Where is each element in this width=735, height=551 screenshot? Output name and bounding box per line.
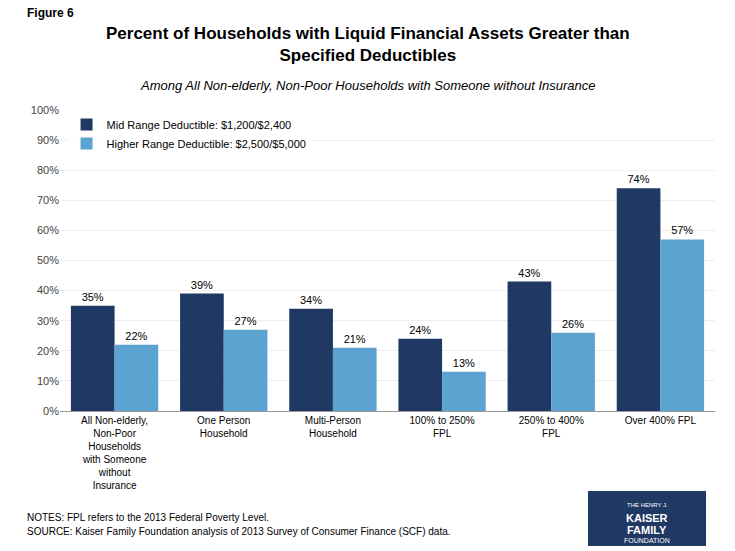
svg-text:NOTES: FPL refers to the 2013: NOTES: FPL refers to the 2013 Federal Po… bbox=[27, 512, 269, 523]
svg-text:Multi-PersonHousehold: Multi-PersonHousehold bbox=[305, 415, 361, 439]
svg-text:57%: 57% bbox=[671, 224, 693, 236]
svg-text:39%: 39% bbox=[191, 279, 213, 291]
svg-text:250% to 400%FPL: 250% to 400%FPL bbox=[519, 415, 584, 439]
svg-text:30%: 30% bbox=[37, 315, 59, 327]
svg-text:Percent of Households with Liq: Percent of Households with Liquid Financ… bbox=[106, 24, 630, 65]
svg-text:70%: 70% bbox=[37, 194, 59, 206]
svg-text:FOUNDATION: FOUNDATION bbox=[624, 537, 670, 544]
svg-text:Over 400% FPL: Over 400% FPL bbox=[625, 415, 697, 426]
svg-text:One PersonHousehold: One PersonHousehold bbox=[197, 415, 250, 439]
svg-text:10%: 10% bbox=[37, 375, 59, 387]
svg-text:20%: 20% bbox=[37, 345, 59, 357]
svg-text:22%: 22% bbox=[125, 330, 147, 342]
svg-text:Higher Range Deductible: $2,50: Higher Range Deductible: $2,500/$5,000 bbox=[107, 138, 306, 150]
svg-text:80%: 80% bbox=[37, 164, 59, 176]
svg-text:100% to 250%FPL: 100% to 250%FPL bbox=[410, 415, 475, 439]
svg-text:35%: 35% bbox=[82, 291, 104, 303]
svg-text:Among All Non-elderly, Non-Poo: Among All Non-elderly, Non-Poor Househol… bbox=[140, 78, 596, 93]
svg-text:SOURCE: Kaiser Family Foundati: SOURCE: Kaiser Family Foundation analysi… bbox=[27, 526, 451, 537]
svg-text:100%: 100% bbox=[31, 104, 59, 116]
svg-text:Mid Range Deductible: $1,200/$: Mid Range Deductible: $1,200/$2,400 bbox=[107, 119, 292, 131]
svg-text:13%: 13% bbox=[453, 357, 475, 369]
svg-text:KAISER: KAISER bbox=[626, 512, 668, 524]
svg-text:60%: 60% bbox=[37, 224, 59, 236]
svg-text:21%: 21% bbox=[344, 333, 366, 345]
svg-text:34%: 34% bbox=[300, 294, 322, 306]
svg-text:74%: 74% bbox=[627, 173, 649, 185]
svg-text:THE HENRY J.: THE HENRY J. bbox=[627, 502, 668, 508]
svg-text:26%: 26% bbox=[562, 318, 584, 330]
svg-text:90%: 90% bbox=[37, 134, 59, 146]
svg-text:50%: 50% bbox=[37, 254, 59, 266]
svg-text:FAMILY: FAMILY bbox=[627, 524, 667, 536]
svg-text:27%: 27% bbox=[234, 315, 256, 327]
svg-text:All Non-elderly,Non-PoorHouseh: All Non-elderly,Non-PoorHouseholdswith S… bbox=[81, 415, 148, 491]
svg-text:0%: 0% bbox=[43, 405, 59, 417]
svg-text:43%: 43% bbox=[518, 267, 540, 279]
svg-text:Figure 6: Figure 6 bbox=[27, 6, 74, 20]
svg-text:24%: 24% bbox=[409, 324, 431, 336]
svg-text:40%: 40% bbox=[37, 284, 59, 296]
